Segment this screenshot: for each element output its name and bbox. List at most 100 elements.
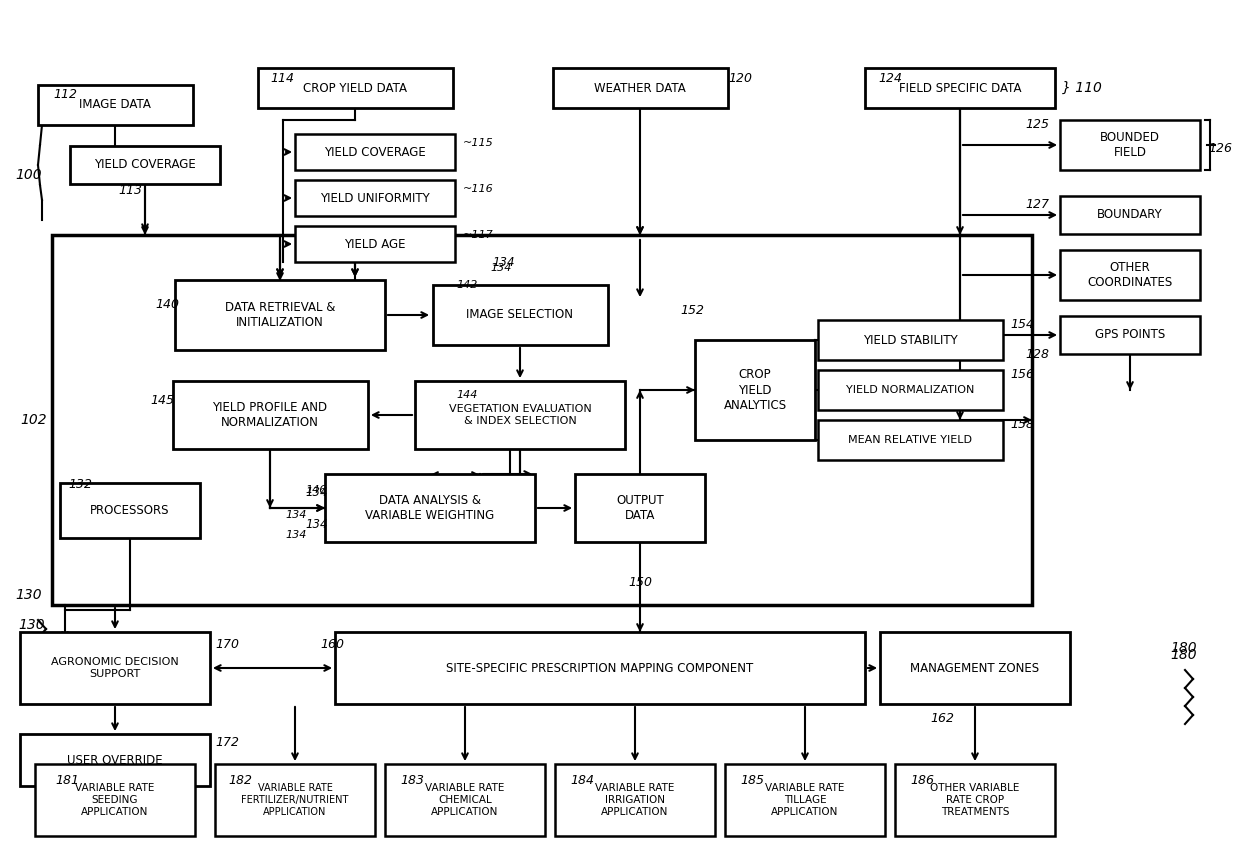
Text: 126: 126 [1208,141,1233,155]
Bar [1060,196,1200,234]
Text: FIELD SPECIFIC DATA: FIELD SPECIFIC DATA [899,82,1022,94]
Text: 134: 134 [285,530,306,540]
Text: 180: 180 [1171,641,1197,655]
Text: 152: 152 [680,304,704,317]
Text: 125: 125 [1025,118,1049,132]
Bar [694,340,815,440]
Bar [575,474,706,542]
Text: GPS POINTS: GPS POINTS [1095,328,1166,341]
Bar [556,764,715,836]
Bar [35,764,195,836]
Bar [325,474,534,542]
Bar [817,370,1002,410]
Text: 134: 134 [305,518,327,532]
Text: 144: 144 [456,390,477,400]
Text: DATA ANALYSIS &
VARIABLE WEIGHTING: DATA ANALYSIS & VARIABLE WEIGHTING [366,494,495,523]
Bar [1060,316,1200,354]
Bar [37,85,192,125]
Bar [52,235,1032,605]
Text: 170: 170 [215,638,239,652]
Bar [415,381,625,449]
Text: IMAGE DATA: IMAGE DATA [79,99,151,111]
Bar [69,146,219,184]
Bar [172,381,367,449]
Bar [20,632,210,704]
Text: YIELD COVERAGE: YIELD COVERAGE [324,146,425,158]
Text: ~115: ~115 [463,138,494,148]
Text: 145: 145 [150,393,174,407]
Text: 146: 146 [305,485,326,495]
Text: YIELD STABILITY: YIELD STABILITY [863,334,957,346]
Text: 154: 154 [1011,318,1034,332]
Bar [1060,120,1200,170]
Bar [866,68,1055,108]
Text: 127: 127 [1025,198,1049,212]
Text: MANAGEMENT ZONES: MANAGEMENT ZONES [910,661,1039,675]
Text: 160: 160 [320,638,343,652]
Bar [295,134,455,170]
Text: 185: 185 [740,774,764,786]
Bar [880,632,1070,704]
Text: YIELD AGE: YIELD AGE [345,237,405,250]
Text: 130: 130 [15,588,42,602]
Text: 181: 181 [55,774,79,786]
Text: YIELD UNIFORMITY: YIELD UNIFORMITY [320,191,430,204]
Text: 156: 156 [1011,368,1034,381]
Bar [60,483,200,538]
Text: VARIABLE RATE
FERTILIZER/NUTRIENT
APPLICATION: VARIABLE RATE FERTILIZER/NUTRIENT APPLIC… [242,783,348,817]
Text: VARIABLE RATE
TILLAGE
APPLICATION: VARIABLE RATE TILLAGE APPLICATION [765,783,844,817]
Text: VARIABLE RATE
SEEDING
APPLICATION: VARIABLE RATE SEEDING APPLICATION [76,783,155,817]
Text: 134: 134 [285,510,306,520]
Text: USER OVERRIDE: USER OVERRIDE [67,753,162,767]
Text: CROP
YIELD
ANALYTICS: CROP YIELD ANALYTICS [723,368,786,412]
Text: 130: 130 [19,618,45,632]
Bar [895,764,1055,836]
Text: 142: 142 [456,280,477,290]
Text: 183: 183 [401,774,424,786]
Bar [553,68,728,108]
Bar [20,734,210,786]
Text: 120: 120 [728,71,751,84]
Bar [1060,250,1200,300]
Text: MEAN RELATIVE YIELD: MEAN RELATIVE YIELD [848,435,972,445]
Text: DATA RETRIEVAL &
INITIALIZATION: DATA RETRIEVAL & INITIALIZATION [224,300,335,329]
Text: OUTPUT
DATA: OUTPUT DATA [616,494,663,523]
Text: YIELD PROFILE AND
NORMALIZATION: YIELD PROFILE AND NORMALIZATION [212,401,327,429]
Text: 180: 180 [1171,648,1197,662]
Text: OTHER
COORDINATES: OTHER COORDINATES [1087,260,1173,289]
Bar [725,764,885,836]
Text: 140: 140 [155,299,179,311]
Text: CROP YIELD DATA: CROP YIELD DATA [303,82,407,94]
Text: 134: 134 [492,256,515,270]
Bar [295,180,455,216]
Bar [433,285,608,345]
Text: ~116: ~116 [463,184,494,194]
Text: OTHER VARIABLE
RATE CROP
TREATMENTS: OTHER VARIABLE RATE CROP TREATMENTS [930,783,1019,817]
Text: 158: 158 [1011,419,1034,431]
Text: AGRONOMIC DECISION
SUPPORT: AGRONOMIC DECISION SUPPORT [51,657,179,679]
Text: VARIABLE RATE
IRRIGATION
APPLICATION: VARIABLE RATE IRRIGATION APPLICATION [595,783,675,817]
Bar [295,226,455,262]
Text: YIELD NORMALIZATION: YIELD NORMALIZATION [846,385,975,395]
Bar [384,764,546,836]
Text: 114: 114 [270,71,294,84]
Text: 150: 150 [627,576,652,590]
Text: WEATHER DATA: WEATHER DATA [594,82,686,94]
Text: YIELD COVERAGE: YIELD COVERAGE [94,158,196,172]
Text: 134: 134 [305,487,327,500]
Text: SITE-SPECIFIC PRESCRIPTION MAPPING COMPONENT: SITE-SPECIFIC PRESCRIPTION MAPPING COMPO… [446,661,754,675]
Bar [215,764,374,836]
Text: ~117: ~117 [463,230,494,240]
Text: VEGETATION EVALUATION
& INDEX SELECTION: VEGETATION EVALUATION & INDEX SELECTION [449,404,591,426]
Bar [258,68,453,108]
Bar [817,320,1002,360]
Text: 112: 112 [53,89,77,101]
Text: 172: 172 [215,735,239,749]
Text: } 110: } 110 [1061,81,1102,95]
Bar [175,280,384,350]
Text: 102: 102 [20,413,47,427]
Bar [817,420,1002,460]
Bar [335,632,866,704]
Text: 184: 184 [570,774,594,786]
Text: 113: 113 [118,184,143,197]
